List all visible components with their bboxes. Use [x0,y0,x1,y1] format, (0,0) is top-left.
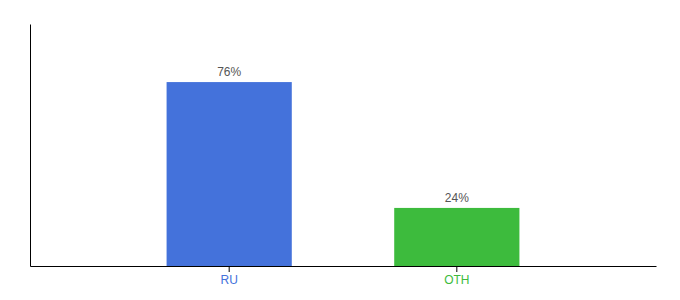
y-axis-line [30,25,31,267]
x-tick-mark [229,266,230,272]
x-tick-label: RU [221,273,238,287]
data-label: 24% [445,191,469,205]
y-axis [30,25,31,267]
chart-svg: RU OTH 76% 24% [0,0,680,300]
x-axis-line [31,266,657,267]
bar [167,82,292,266]
data-label: 76% [217,65,241,79]
bar [394,208,519,266]
x-tick: OTH [444,266,469,287]
chart-container: RU OTH 76% 24% [0,0,680,300]
x-tick: RU [221,266,238,287]
data-labels: 76% 24% [217,65,469,205]
x-axis: RU OTH [31,266,657,287]
plot-area: RU OTH 76% 24% [31,25,657,287]
bars [167,82,520,266]
x-tick-label: OTH [444,273,469,287]
x-tick-mark [456,266,457,272]
